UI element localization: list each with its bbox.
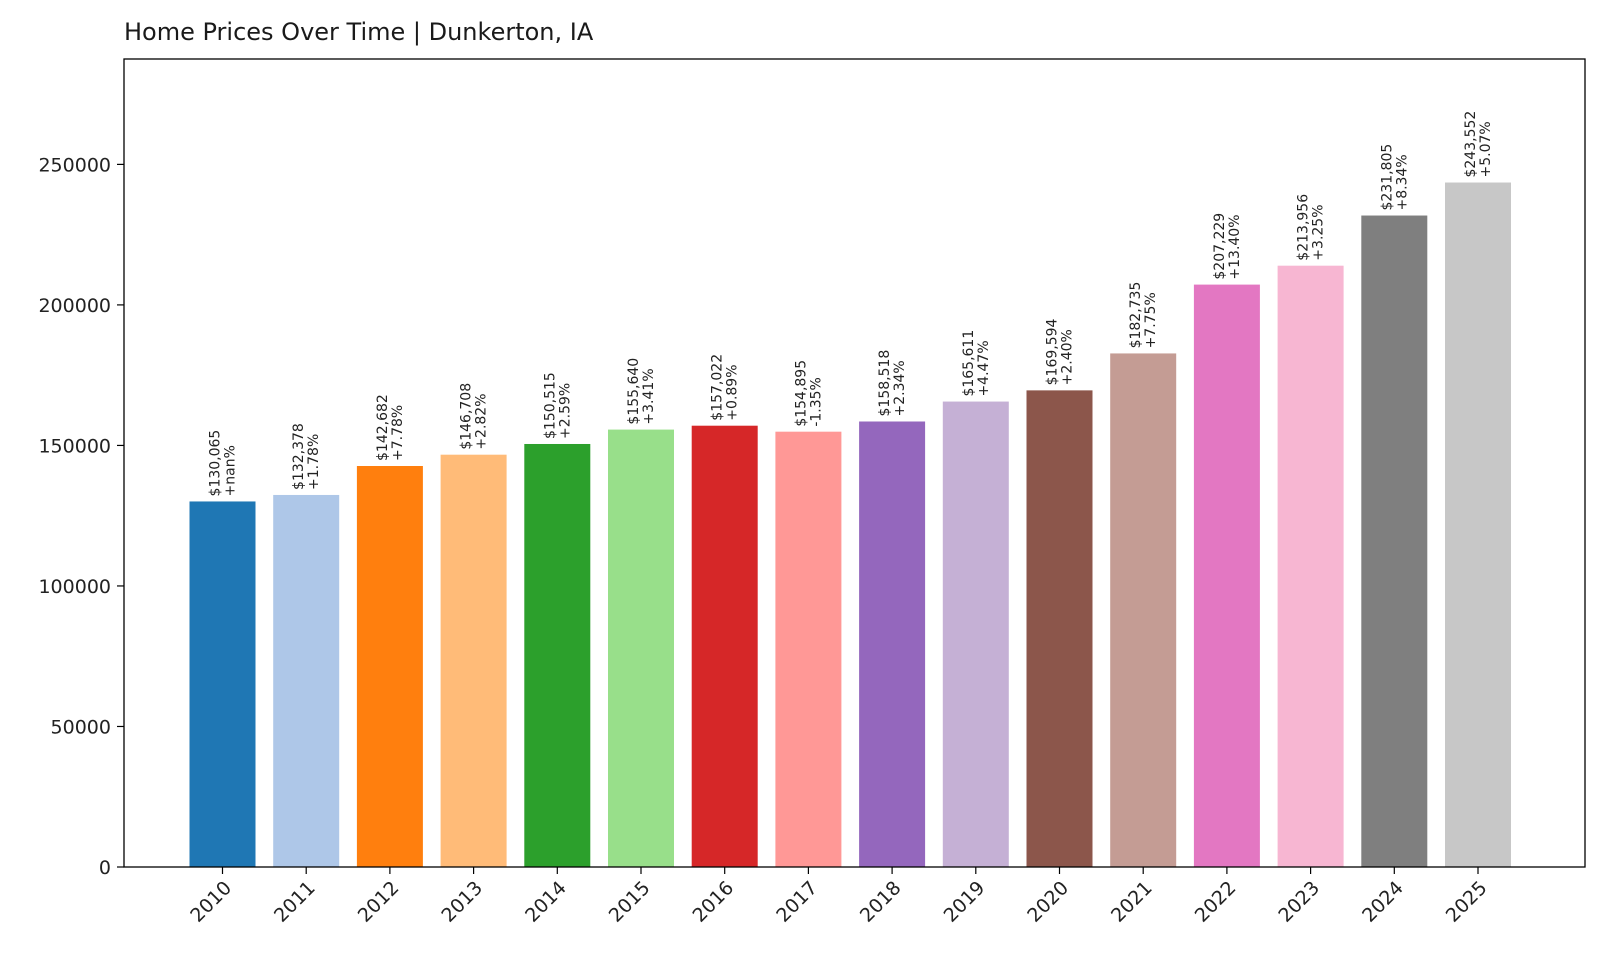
bar-annotation-2016: $157,022 +0.89% — [710, 354, 741, 421]
x-tick-label-2025: 2025 — [1442, 877, 1492, 927]
bars-layer — [189, 182, 1511, 868]
x-tick-label-2016: 2016 — [688, 877, 738, 927]
bar-change-label: -1.35% — [808, 377, 824, 427]
bar-change-label: +7.75% — [1143, 292, 1159, 348]
bar-2016 — [691, 425, 758, 867]
bar-2015 — [608, 429, 674, 867]
bar-value-label: $169,594 — [1045, 318, 1061, 385]
bar-change-label: +8.34% — [1394, 154, 1410, 210]
bar-value-label: $132,378 — [291, 423, 307, 490]
bar-annotation-2012: $142,682 +7.78% — [375, 394, 406, 461]
y-tick-label: 0 — [99, 857, 111, 879]
bar-annotation-2021: $182,735 +7.75% — [1128, 282, 1159, 349]
bar-value-label: $157,022 — [710, 354, 726, 421]
bar-annotation-2015: $155,640 +3.41% — [626, 358, 657, 425]
bar-2020 — [1026, 390, 1093, 867]
bar-value-label: $142,682 — [375, 394, 391, 461]
bar-change-label: +nan% — [223, 445, 239, 496]
bar-value-label: $231,805 — [1379, 144, 1395, 211]
plot-frame — [123, 58, 1586, 868]
bar-annotation-2011: $132,378 +1.78% — [291, 423, 322, 490]
bar-change-label: +2.82% — [474, 393, 490, 449]
bar-annotation-2023: $213,956 +3.25% — [1296, 194, 1327, 261]
y-axis: 0 50000 100000 150000 200000 250000 — [38, 154, 124, 879]
bar-2012 — [356, 466, 423, 867]
bar-annotation-2024: $231,805 +8.34% — [1379, 144, 1410, 211]
y-tick-label: 50000 — [51, 716, 111, 738]
bar-2019 — [942, 401, 1009, 867]
bar-2013 — [440, 454, 507, 867]
bar-2011 — [273, 494, 340, 867]
bar-change-label: +3.25% — [1311, 204, 1327, 260]
x-tick-label-2017: 2017 — [772, 877, 822, 927]
x-axis: 2010 2011 2012 2013 2014 2015 2016 2017 2018 2019… — [186, 867, 1492, 927]
x-tick-label-2013: 2013 — [437, 877, 487, 927]
bar-value-label: $207,229 — [1212, 213, 1228, 280]
bar-change-label: +1.78% — [306, 434, 322, 490]
x-tick-label-2010: 2010 — [186, 877, 236, 927]
x-tick-label-2021: 2021 — [1107, 877, 1157, 927]
bar-value-label: $154,895 — [793, 360, 809, 427]
y-tick-label: 100000 — [38, 576, 111, 598]
bar-annotation-2017: $154,895 -1.35% — [793, 360, 824, 427]
x-tick-label-2019: 2019 — [940, 877, 990, 927]
bar-value-label: $146,708 — [459, 383, 475, 450]
x-tick-label-2020: 2020 — [1023, 877, 1073, 927]
bar-annotation-2010: $130,065 +nan% — [208, 430, 239, 497]
bar-2024 — [1361, 215, 1428, 867]
bar-value-label: $158,518 — [877, 350, 893, 417]
bar-value-label: $150,515 — [542, 372, 558, 439]
x-tick-label-2014: 2014 — [521, 877, 571, 927]
x-tick-label-2012: 2012 — [354, 877, 404, 927]
x-tick-label-2023: 2023 — [1274, 877, 1324, 927]
bar-change-label: +3.41% — [641, 368, 657, 424]
bar-value-label: $165,611 — [961, 330, 977, 397]
bar-2025 — [1445, 182, 1511, 867]
bar-change-label: +4.47% — [976, 340, 992, 396]
bar-annotation-2018: $158,518 +2.34% — [877, 350, 908, 417]
bar-annotation-2014: $150,515 +2.59% — [542, 372, 573, 439]
bar-2022 — [1193, 284, 1260, 867]
bar-change-label: +2.34% — [892, 360, 908, 416]
bar-change-label: +2.40% — [1060, 329, 1076, 385]
x-tick-label-2015: 2015 — [605, 877, 655, 927]
y-tick-label: 200000 — [38, 295, 111, 317]
bar-change-label: +7.78% — [390, 405, 406, 461]
bar-annotation-2013: $146,708 +2.82% — [459, 383, 490, 450]
bar-2014 — [524, 443, 591, 867]
x-tick-label-2022: 2022 — [1191, 877, 1241, 927]
y-tick-label: 150000 — [38, 435, 111, 457]
bar-value-label: $155,640 — [626, 358, 642, 425]
chart-title: Home Prices Over Time | Dunkerton, IA — [124, 18, 594, 46]
bar-value-label: $130,065 — [208, 430, 224, 497]
bar-annotation-2025: $243,552 +5.07% — [1463, 111, 1494, 178]
bar-annotation-2020: $169,594 +2.40% — [1045, 318, 1076, 385]
bar-2017 — [775, 431, 842, 867]
y-tick-label: 250000 — [38, 154, 111, 176]
bar-change-label: +5.07% — [1478, 121, 1494, 177]
bar-2021 — [1110, 353, 1177, 868]
x-tick-label-2024: 2024 — [1358, 877, 1408, 927]
bar-value-label: $182,735 — [1128, 282, 1144, 349]
bar-labels-layer: $130,065 +nan% $132,378 +1.78% $142,682 +7.78… — [208, 111, 1495, 497]
bar-2010 — [189, 501, 256, 867]
bar-annotation-2022: $207,229 +13.40% — [1212, 213, 1243, 280]
bar-change-label: +13.40% — [1227, 214, 1243, 279]
bar-value-label: $213,956 — [1296, 194, 1312, 261]
bar-2018 — [859, 421, 926, 867]
x-tick-label-2018: 2018 — [856, 877, 906, 927]
bar-change-label: +2.59% — [557, 383, 573, 439]
bar-change-label: +0.89% — [725, 364, 741, 420]
x-tick-label-2011: 2011 — [270, 877, 320, 927]
bar-value-label: $243,552 — [1463, 111, 1479, 178]
bar-annotation-2019: $165,611 +4.47% — [961, 330, 992, 397]
bar-2023 — [1277, 265, 1344, 867]
